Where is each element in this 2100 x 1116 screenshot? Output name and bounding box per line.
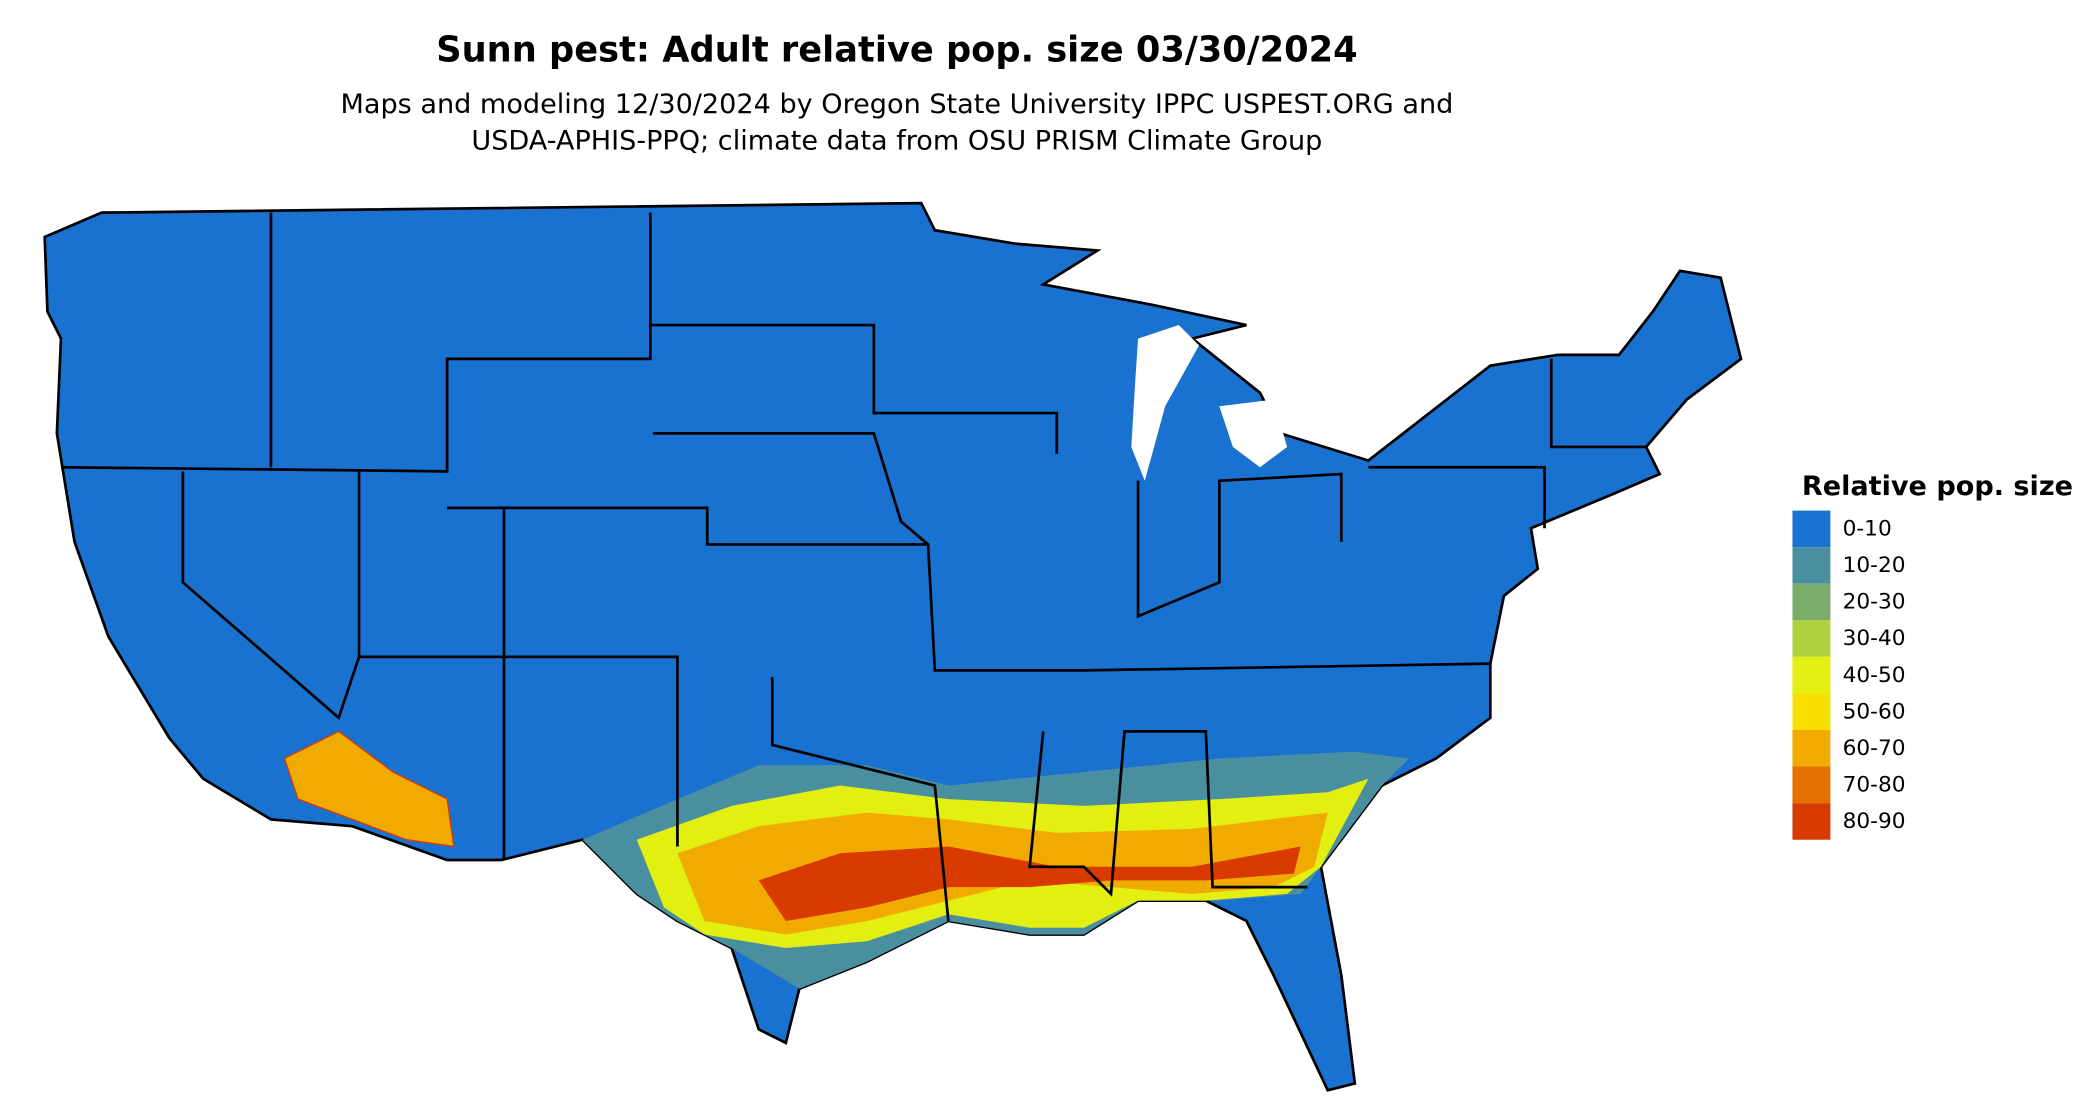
legend: Relative pop. size 0-10 10-20 20-30 30-40 40…	[1792, 471, 2073, 840]
state-border	[60, 212, 652, 473]
state-border	[1083, 662, 1491, 672]
state-border	[1028, 730, 1308, 897]
state-border	[1368, 465, 1546, 529]
title: Sunn pest: Adult relative pop. size 03/3…	[436, 29, 1357, 70]
state-border	[447, 506, 929, 546]
legend-label: 60-70	[1843, 736, 1906, 761]
state-border	[1549, 358, 1647, 449]
legend-swatch	[1792, 547, 1831, 584]
legend-swatch	[1792, 766, 1831, 804]
legend-swatch	[1792, 730, 1831, 767]
legend-label: 20-30	[1843, 590, 1906, 615]
lake	[1131, 325, 1200, 481]
legend-swatch	[1792, 583, 1831, 621]
state-border	[1136, 472, 1343, 619]
subtitle-line: Maps and modeling 12/30/2024 by Oregon S…	[341, 89, 1454, 120]
legend-swatch	[1792, 803, 1831, 840]
legend-label: 80-90	[1843, 809, 1906, 834]
state-border	[653, 432, 1084, 672]
legend-swatch	[1792, 510, 1831, 548]
legend-label: 30-40	[1843, 626, 1906, 651]
state-border	[650, 323, 1059, 454]
us-map	[43, 201, 1743, 1092]
lake	[1219, 399, 1288, 468]
legend-label: 10-20	[1843, 553, 1906, 578]
legend-title: Relative pop. size	[1802, 471, 2073, 502]
legend-swatch	[1792, 693, 1831, 731]
legend-swatch	[1792, 620, 1831, 657]
state-border	[181, 471, 361, 721]
subtitle-line: USDA-APHIS-PPQ; climate data from OSU PR…	[471, 126, 1322, 157]
zone-80-90	[758, 846, 1301, 921]
legend-label: 0-10	[1843, 517, 1892, 542]
zone-arizona	[283, 730, 455, 848]
legend-label: 50-60	[1843, 699, 1906, 724]
us-outline	[43, 201, 1743, 1092]
legend-label: 70-80	[1843, 773, 1906, 798]
state-border	[770, 677, 950, 922]
legend-label: 40-50	[1843, 663, 1906, 688]
state-border	[359, 655, 679, 847]
legend-swatch	[1792, 656, 1831, 694]
